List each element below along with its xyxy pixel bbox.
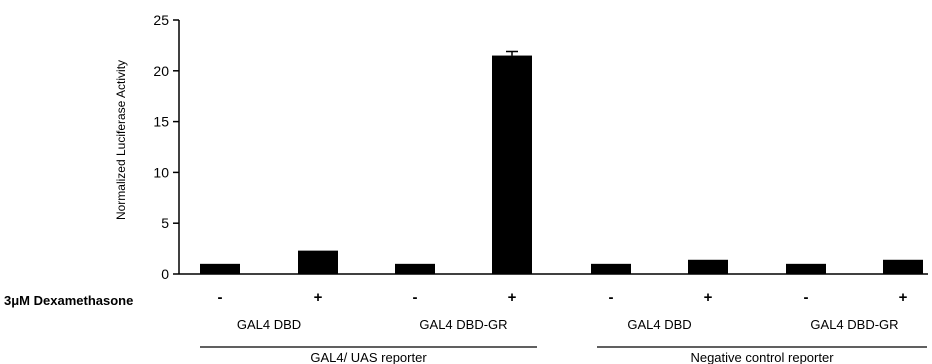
y-tick-label: 20 [153, 63, 169, 79]
dexamethasone-sign: - [804, 289, 809, 306]
bar [298, 250, 338, 274]
y-axis-label: Normalized Luciferase Activity [114, 60, 128, 220]
treatment-row-label: 3μM Dexamethasone [4, 293, 133, 308]
y-tick-label: 5 [161, 215, 169, 231]
construct-label: GAL4 DBD-GR [419, 317, 507, 332]
y-tick-label: 0 [161, 266, 169, 282]
bar [591, 263, 631, 274]
dexamethasone-sign: - [609, 289, 614, 306]
construct-label: GAL4 DBD-GR [810, 317, 898, 332]
y-axis-ticks: 0 5 10 15 20 25 [153, 12, 179, 282]
construct-labels: GAL4 DBD GAL4 DBD-GR GAL4 DBD GAL4 DBD-GR [237, 317, 899, 332]
bar [786, 263, 826, 274]
construct-label: GAL4 DBD [627, 317, 691, 332]
bar [883, 259, 923, 274]
treatment-signs: - + - + - + - + [218, 289, 908, 306]
bar [200, 263, 240, 274]
chart-axes [178, 20, 928, 275]
reporter-labels: GAL4/ UAS reporter Negative control repor… [200, 346, 927, 364]
y-tick-label: 10 [153, 164, 169, 180]
dexamethasone-sign: + [314, 289, 323, 306]
bar [395, 263, 435, 274]
y-tick-label: 15 [153, 114, 169, 130]
bar-series [200, 50, 923, 275]
bar [688, 259, 728, 274]
reporter-label: GAL4/ UAS reporter [310, 350, 427, 364]
dexamethasone-sign: + [704, 289, 713, 306]
bar [492, 55, 532, 275]
dexamethasone-sign: - [413, 289, 418, 306]
dexamethasone-sign: + [899, 289, 908, 306]
reporter-label: Negative control reporter [690, 350, 834, 364]
y-tick-label: 25 [153, 12, 169, 28]
construct-label: GAL4 DBD [237, 317, 301, 332]
dexamethasone-sign: - [218, 289, 223, 306]
dexamethasone-sign: + [508, 289, 517, 306]
